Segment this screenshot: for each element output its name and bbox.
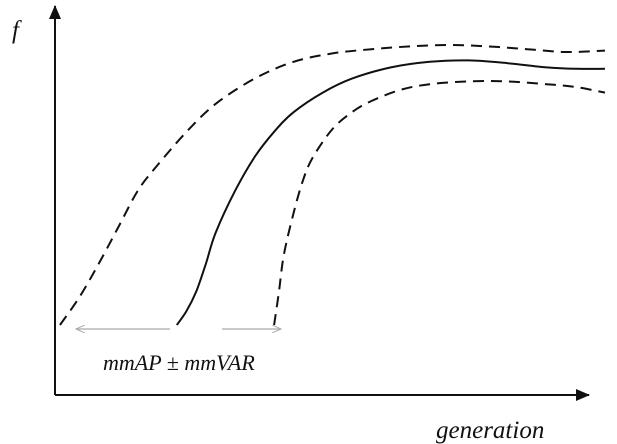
upper-bound-curve [59, 43, 606, 326]
curves-group [59, 43, 606, 326]
y-axis-label: f [12, 17, 22, 44]
spread-annotation: mmAP ± mmVAR [103, 350, 255, 375]
mean-curve [175, 59, 606, 326]
lower-bound-curve [273, 80, 606, 326]
x-axis-label: generation [436, 417, 544, 444]
